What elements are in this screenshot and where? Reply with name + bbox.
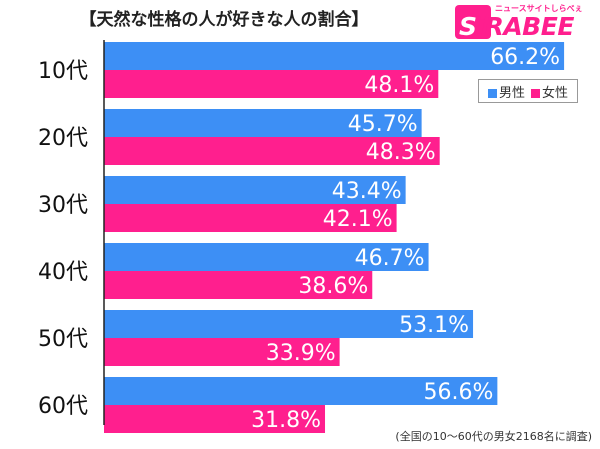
data-label: 31.8% [251, 408, 321, 433]
category-label: 20代 [38, 126, 88, 151]
data-label: 56.6% [423, 380, 493, 405]
bar [104, 137, 440, 165]
data-label: 33.9% [266, 341, 336, 366]
bar [104, 109, 422, 137]
legend-label-male: 男性 [498, 85, 525, 101]
chart-title: 【天然な性格の人が好きな人の割合】 [79, 10, 369, 30]
bar [104, 310, 474, 338]
category-label: 30代 [38, 193, 88, 218]
logo-ruby: ニュースサイトしらべぇ [495, 4, 583, 13]
legend: 男性 女性 [478, 79, 578, 103]
logo-badge [455, 5, 491, 39]
bar [104, 42, 565, 70]
bar [104, 405, 326, 433]
legend-item-female: 女性 [531, 82, 568, 101]
data-label: 43.4% [332, 179, 402, 204]
data-label: 48.1% [364, 73, 434, 98]
category-label: 60代 [38, 394, 88, 419]
sirabee-logo: ニュースサイトしらべぇ SiRABEE [455, 3, 595, 41]
data-label: 66.2% [490, 45, 560, 70]
bar [104, 243, 429, 271]
bar [104, 271, 373, 299]
legend-item-male: 男性 [487, 82, 525, 101]
data-label: 38.6% [298, 274, 368, 299]
category-label: 10代 [38, 59, 88, 84]
logo-wordmark: SiRABEE [459, 12, 574, 41]
legend-label-female: 女性 [542, 85, 569, 101]
data-label: 53.1% [399, 313, 469, 338]
data-label: 45.7% [348, 112, 418, 137]
footnote: (全国の10〜60代の男女2168名に調査) [395, 430, 592, 443]
category-label: 40代 [38, 260, 88, 285]
bar [104, 338, 340, 366]
bar [104, 204, 397, 232]
data-label: 48.3% [366, 140, 436, 165]
bar [104, 176, 406, 204]
bar [104, 377, 498, 405]
legend-swatch-male [487, 88, 497, 98]
data-label: 42.1% [323, 207, 393, 232]
bar [104, 70, 439, 98]
category-label: 50代 [38, 327, 88, 352]
data-label: 46.7% [355, 246, 425, 271]
legend-swatch-female [531, 88, 540, 98]
